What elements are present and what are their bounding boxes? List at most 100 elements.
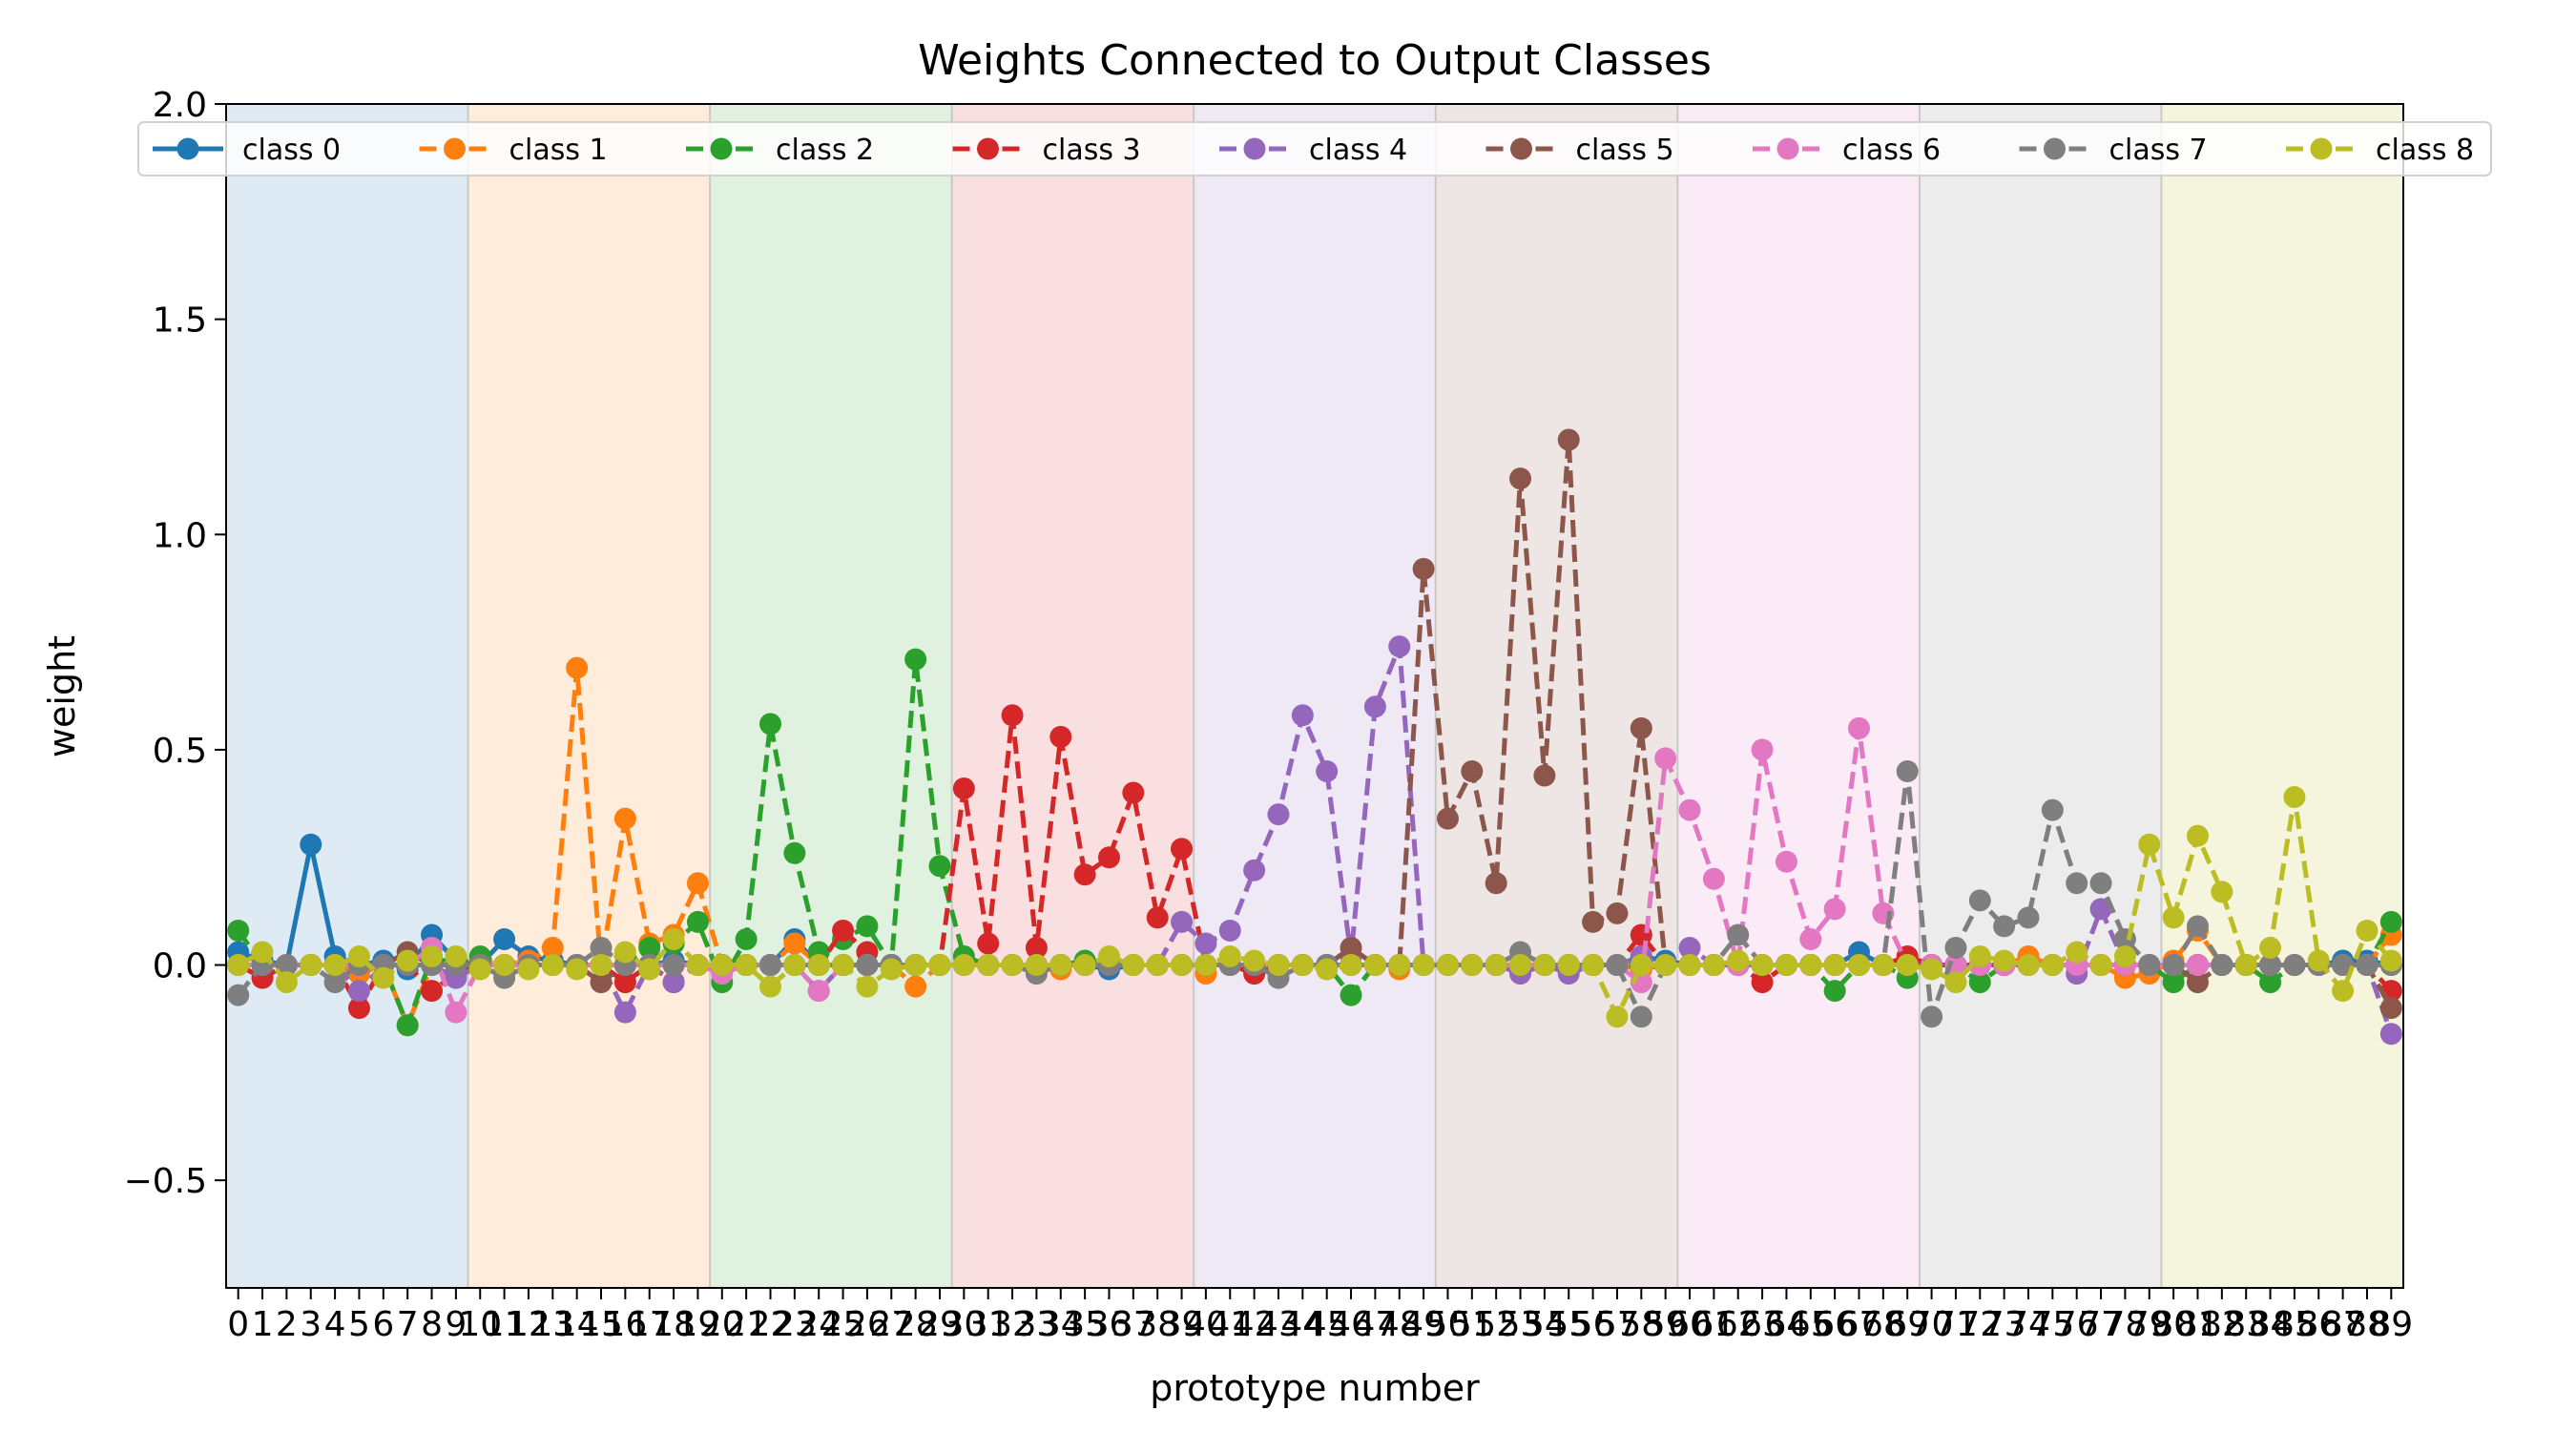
x-tick-label-48: 48 (1378, 1305, 1422, 1344)
x-tick-label-65: 65 (1789, 1305, 1833, 1344)
x-tick-label-24: 24 (797, 1305, 841, 1344)
point-s4-47 (1363, 695, 1386, 718)
x-tick-label-68: 68 (1861, 1305, 1905, 1344)
legend-item-7: class 7 (2019, 134, 2208, 167)
class-band-1 (467, 104, 711, 1288)
x-tick-label-20: 20 (700, 1305, 744, 1344)
legend-swatch-marker-0 (177, 137, 199, 160)
x-tick-label-27: 27 (869, 1305, 913, 1344)
point-s8-20 (711, 954, 734, 977)
class-band-0 (226, 104, 468, 1288)
legend-swatch-marker-8 (2310, 137, 2333, 160)
point-s3-16 (613, 971, 636, 994)
legend-label-6: class 6 (1842, 134, 1941, 167)
point-s3-37 (1122, 781, 1145, 804)
point-s8-29 (928, 954, 951, 977)
point-s6-9 (445, 1001, 467, 1024)
point-s7-58 (1630, 1006, 1652, 1028)
x-tick-label-30: 30 (942, 1305, 986, 1344)
legend-item-6: class 6 (1753, 134, 1941, 167)
x-tick-label-74: 74 (2006, 1305, 2050, 1344)
point-s8-88 (2356, 919, 2379, 942)
point-s5-53 (1509, 467, 1532, 490)
point-s8-18 (662, 927, 685, 950)
y-tick-label-4: 0.0 (153, 947, 207, 986)
x-tick-label-46: 46 (1329, 1305, 1373, 1344)
legend-item-5: class 5 (1485, 134, 1674, 167)
x-tick-label-62: 62 (1716, 1305, 1760, 1344)
point-s8-63 (1751, 954, 1774, 977)
x-tick-label-37: 37 (1111, 1305, 1155, 1344)
point-s7-26 (856, 954, 879, 977)
class-band-7 (1919, 104, 2162, 1288)
point-s2-7 (396, 1014, 419, 1037)
point-s8-48 (1388, 954, 1411, 977)
x-tick-label-2: 2 (276, 1305, 298, 1344)
point-s8-69 (1896, 954, 1919, 977)
point-s8-37 (1122, 954, 1145, 977)
point-s4-40 (1195, 932, 1217, 955)
legend-item-4: class 4 (1219, 134, 1407, 167)
point-s5-81 (2186, 971, 2209, 994)
x-tick-label-83: 83 (2224, 1305, 2268, 1344)
x-tick-label-25: 25 (821, 1305, 865, 1344)
x-tick-label-42: 42 (1233, 1305, 1277, 1344)
point-s8-85 (2283, 786, 2306, 809)
x-tick-label-71: 71 (1934, 1305, 1978, 1344)
point-s7-80 (2162, 954, 2185, 977)
legend-label-3: class 3 (1043, 134, 1141, 167)
point-s8-73 (1993, 949, 2016, 972)
point-s8-31 (977, 954, 1000, 977)
x-tick-label-8: 8 (421, 1305, 443, 1344)
point-s2-84 (2259, 971, 2282, 994)
legend-item-2: class 2 (686, 134, 874, 167)
x-tick-label-23: 23 (773, 1305, 817, 1344)
point-s8-35 (1073, 954, 1096, 977)
legend-swatch-marker-5 (1510, 137, 1532, 160)
x-tick-label-32: 32 (990, 1305, 1034, 1344)
point-s5-56 (1582, 910, 1605, 933)
x-tick-label-5: 5 (348, 1305, 370, 1344)
x-tick-label-76: 76 (2055, 1305, 2099, 1344)
point-s7-88 (2356, 954, 2379, 977)
point-s8-57 (1606, 1006, 1629, 1028)
point-s7-76 (2066, 872, 2088, 895)
legend-label-4: class 4 (1309, 134, 1407, 167)
point-s7-57 (1606, 954, 1629, 977)
legend-swatch-marker-3 (977, 137, 999, 160)
point-s0-3 (300, 833, 322, 856)
point-s8-26 (856, 975, 879, 998)
x-tick-label-78: 78 (2104, 1305, 2148, 1344)
point-s7-0 (227, 984, 250, 1006)
x-tick-label-26: 26 (845, 1305, 889, 1344)
point-s3-63 (1751, 971, 1774, 994)
point-s8-79 (2138, 833, 2161, 856)
point-s6-65 (1799, 927, 1822, 950)
x-tick-label-56: 56 (1571, 1305, 1615, 1344)
point-s8-56 (1582, 954, 1605, 977)
point-s8-0 (227, 954, 250, 977)
class-bands (226, 104, 2403, 1288)
point-s1-14 (566, 656, 589, 679)
x-tick-label-28: 28 (894, 1305, 938, 1344)
point-s8-80 (2162, 906, 2185, 929)
point-s8-30 (952, 954, 975, 977)
series-layer (227, 428, 2402, 1046)
x-tick-label-79: 79 (2128, 1305, 2171, 1344)
point-s5-54 (1533, 764, 1556, 787)
point-s8-33 (1025, 954, 1048, 977)
y-tick-label-0: 2.0 (153, 86, 207, 125)
point-s4-60 (1678, 936, 1701, 959)
point-s3-33 (1025, 936, 1048, 959)
point-s7-73 (1993, 915, 2016, 938)
point-s2-89 (2379, 910, 2402, 933)
legend-label-0: class 0 (242, 134, 341, 167)
x-tick-label-47: 47 (1353, 1305, 1397, 1344)
point-s3-32 (1001, 704, 1024, 727)
x-axis: 0 1 2 3 4 5 6 7 8 9101112131415161718192021222324… (227, 1288, 2413, 1344)
point-s8-9 (445, 945, 467, 968)
x-tick-label-40: 40 (1184, 1305, 1228, 1344)
point-s4-16 (613, 1001, 636, 1024)
